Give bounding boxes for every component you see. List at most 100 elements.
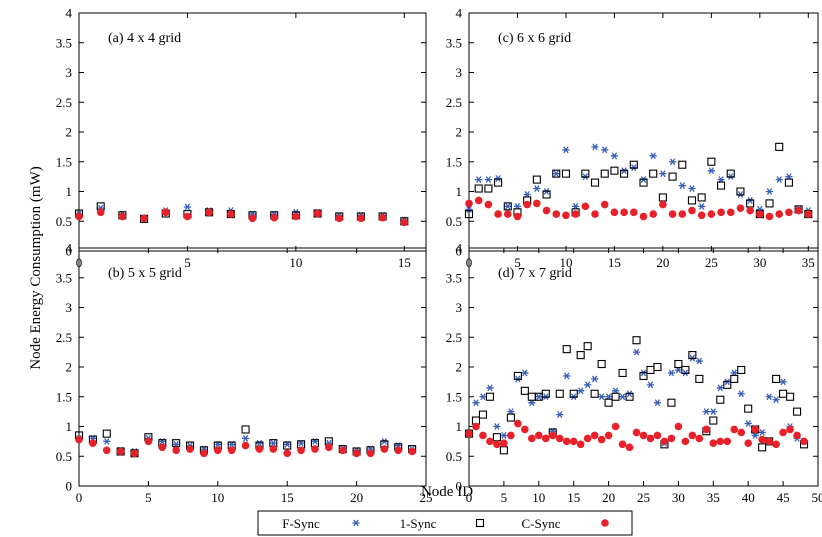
data-point — [611, 422, 620, 431]
legend-label-1sync: 1-Sync — [400, 516, 437, 531]
data-point — [269, 445, 278, 453]
data-point — [465, 429, 473, 438]
y-tick-label: 0.5 — [56, 214, 72, 229]
data-point — [600, 169, 609, 178]
x-tick-label: 0 — [76, 490, 83, 505]
data-point — [794, 206, 803, 215]
data-point — [649, 210, 657, 218]
y-tick-label: 0 — [456, 244, 463, 259]
x-tick-label: 15 — [608, 255, 621, 270]
y-tick-label: 0 — [66, 244, 73, 259]
data-point — [472, 399, 480, 407]
data-point — [695, 374, 704, 383]
data-point — [479, 393, 487, 401]
data-point — [668, 172, 677, 181]
data-point — [523, 200, 531, 209]
data-point — [772, 396, 780, 404]
data-point — [736, 187, 745, 196]
data-point — [325, 443, 333, 452]
data-point — [667, 434, 676, 443]
x-axis-label: Node ID — [421, 484, 473, 500]
data-point — [563, 372, 571, 380]
data-point — [687, 196, 697, 205]
data-point — [89, 439, 97, 447]
data-point — [658, 193, 667, 202]
data-point — [562, 146, 570, 154]
y-tick-label: 2 — [456, 125, 463, 140]
data-point — [400, 218, 409, 227]
data-point — [646, 381, 655, 389]
x-tick-label: 10 — [211, 490, 224, 505]
y-tick-label: 1.5 — [446, 154, 462, 169]
y-tick-label: 3.5 — [56, 35, 72, 50]
data-point — [562, 211, 570, 220]
data-point — [96, 208, 105, 217]
panels: 00.511.522.533.540 5 10 15(a) 4 x 4 grid00.… — [56, 6, 822, 506]
data-point — [532, 175, 541, 184]
data-point — [366, 449, 375, 458]
data-point — [597, 435, 606, 444]
x-tick-label: 0 — [466, 490, 473, 505]
y-tick-label: 4 — [456, 6, 463, 21]
data-point — [746, 206, 754, 215]
data-point — [772, 440, 780, 449]
data-point — [660, 437, 669, 446]
data-point — [514, 419, 522, 428]
data-point — [378, 213, 387, 222]
data-point — [507, 431, 515, 440]
data-point — [484, 184, 493, 193]
y-tick-label: 1 — [66, 184, 73, 199]
data-point — [227, 446, 236, 455]
data-point — [503, 202, 512, 211]
data-point — [494, 210, 502, 218]
data-point — [604, 431, 613, 440]
data-point — [520, 386, 529, 395]
data-point — [632, 336, 641, 345]
data-point — [744, 439, 752, 447]
data-point — [758, 435, 766, 444]
data-point — [571, 210, 580, 218]
data-point — [678, 210, 687, 218]
data-point — [493, 423, 501, 430]
y-tick-label: 1.5 — [446, 389, 462, 404]
data-point — [484, 176, 492, 184]
data-point — [688, 351, 697, 360]
panel-3: 00.511.522.533.540 5 10 15 20 25(b) 5 x 5 gri… — [56, 241, 433, 506]
data-point — [562, 345, 571, 354]
data-point — [130, 449, 139, 458]
data-point — [555, 389, 564, 398]
data-point — [707, 210, 716, 218]
data-point — [765, 393, 773, 401]
data-point — [465, 205, 473, 213]
y-tick-label: 3 — [66, 300, 73, 315]
data-point — [618, 440, 627, 449]
data-point — [200, 449, 208, 458]
data-point — [702, 425, 711, 434]
data-point — [513, 371, 522, 380]
y-tick-label: 0.5 — [446, 449, 462, 464]
data-point — [639, 371, 648, 380]
data-point — [581, 202, 590, 211]
data-point — [591, 375, 599, 383]
x-tick-label: 15 — [567, 490, 580, 505]
data-point — [75, 435, 83, 444]
data-point — [678, 160, 687, 169]
x-tick-label: 15 — [398, 255, 411, 270]
data-point — [784, 178, 793, 187]
data-point — [552, 170, 560, 178]
data-point — [620, 208, 628, 217]
data-point — [494, 174, 502, 182]
data-point — [723, 380, 732, 389]
data-point — [765, 212, 774, 221]
data-point — [804, 210, 813, 218]
data-point — [598, 393, 606, 401]
data-point — [583, 342, 592, 351]
data-point — [569, 389, 578, 398]
legend: F-Sync 1-Sync C-Sync — [257, 510, 633, 536]
data-point — [335, 214, 344, 223]
data-point — [357, 214, 365, 223]
data-point — [758, 429, 766, 436]
y-tick-label: 4 — [66, 6, 73, 21]
data-point — [659, 200, 667, 209]
data-point — [241, 441, 250, 450]
